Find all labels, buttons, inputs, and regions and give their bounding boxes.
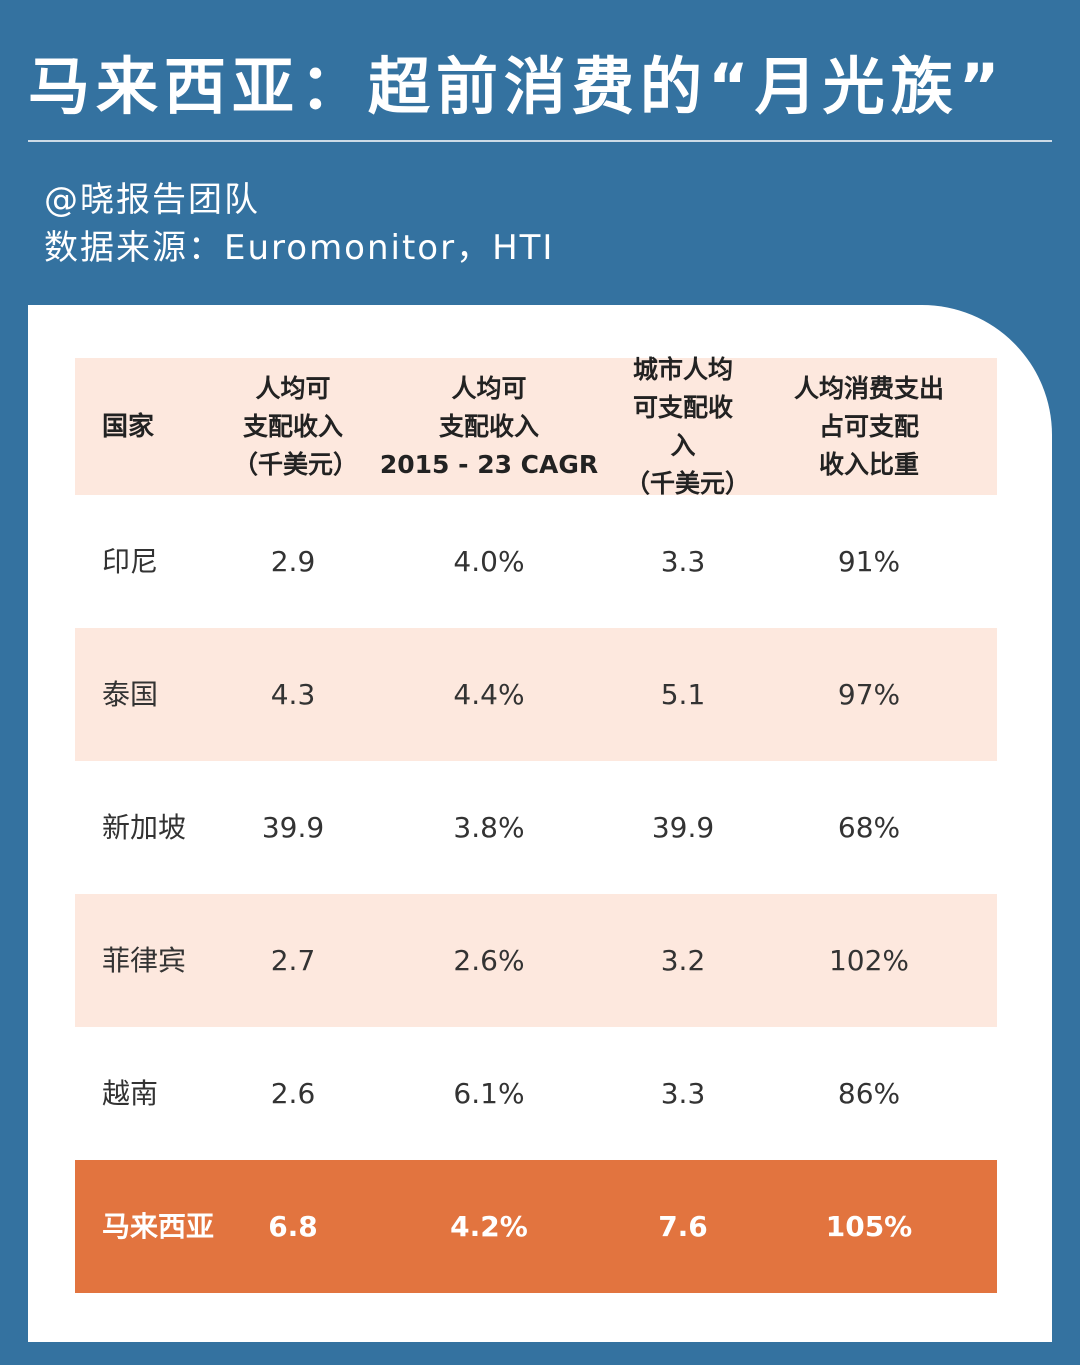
column-header: 国家 (102, 411, 155, 442)
table-header-row: 国家 人均可 支配收入 （千美元） 人均可 支配收入 2015 - 23 CAG… (75, 355, 997, 498)
table-row: 印尼 2.9 4.0% 3.3 91% (75, 495, 997, 628)
country-cell: 泰国 (102, 677, 159, 711)
table-row: 菲律宾 2.7 2.6% 3.2 102% (75, 894, 997, 1027)
data-source: 数据来源：Euromonitor，HTI (44, 228, 555, 268)
country-cell: 菲律宾 (102, 943, 187, 977)
value-cell: 4.3 (270, 677, 316, 711)
value-cell: 2.9 (270, 544, 316, 578)
table-row: 泰国 4.3 4.4% 5.1 97% (75, 628, 997, 761)
title-divider (28, 140, 1052, 142)
value-cell: 6.1% (453, 1076, 525, 1110)
value-cell: 3.2 (660, 943, 706, 977)
table-row: 越南 2.6 6.1% 3.3 86% (75, 1027, 997, 1160)
value-cell: 3.3 (660, 544, 706, 578)
column-header: 人均可 支配收入 2015 - 23 CAGR (379, 373, 599, 479)
value-cell: 97% (837, 677, 901, 711)
page-title: 马来西亚：超前消费的“月光族” (28, 50, 1006, 123)
value-cell: 86% (837, 1076, 901, 1110)
value-cell: 3.3 (660, 1076, 706, 1110)
value-cell: 68% (837, 810, 901, 844)
value-cell: 39.9 (651, 810, 715, 844)
value-cell: 39.9 (261, 810, 325, 844)
column-header: 城市人均 可支配收入 （千美元） (625, 354, 751, 498)
table-row-highlight: 马来西亚 6.8 4.2% 7.6 105% (75, 1160, 997, 1293)
value-cell: 2.6% (453, 943, 525, 977)
value-cell: 5.1 (660, 677, 706, 711)
value-cell: 105% (825, 1209, 913, 1243)
data-table: 国家 人均可 支配收入 （千美元） 人均可 支配收入 2015 - 23 CAG… (75, 355, 997, 1293)
column-header: 人均可 支配收入 （千美元） (233, 373, 359, 479)
value-cell: 91% (837, 544, 901, 578)
value-cell: 4.2% (450, 1209, 528, 1243)
author-credit: @晓报告团队 (44, 180, 260, 220)
value-cell: 3.8% (453, 810, 525, 844)
value-cell: 2.7 (270, 943, 316, 977)
table-card: 国家 人均可 支配收入 （千美元） 人均可 支配收入 2015 - 23 CAG… (28, 305, 1052, 1342)
value-cell: 4.4% (453, 677, 525, 711)
value-cell: 6.8 (268, 1209, 318, 1243)
table-row: 新加坡 39.9 3.8% 39.9 68% (75, 761, 997, 894)
value-cell: 7.6 (658, 1209, 708, 1243)
value-cell: 4.0% (453, 544, 525, 578)
value-cell: 102% (828, 943, 910, 977)
country-cell: 印尼 (102, 544, 159, 578)
value-cell: 2.6 (270, 1076, 316, 1110)
column-header: 人均消费支出 占可支配 收入比重 (793, 373, 944, 479)
country-cell: 马来西亚 (102, 1209, 215, 1243)
country-cell: 越南 (102, 1076, 159, 1110)
country-cell: 新加坡 (102, 810, 187, 844)
